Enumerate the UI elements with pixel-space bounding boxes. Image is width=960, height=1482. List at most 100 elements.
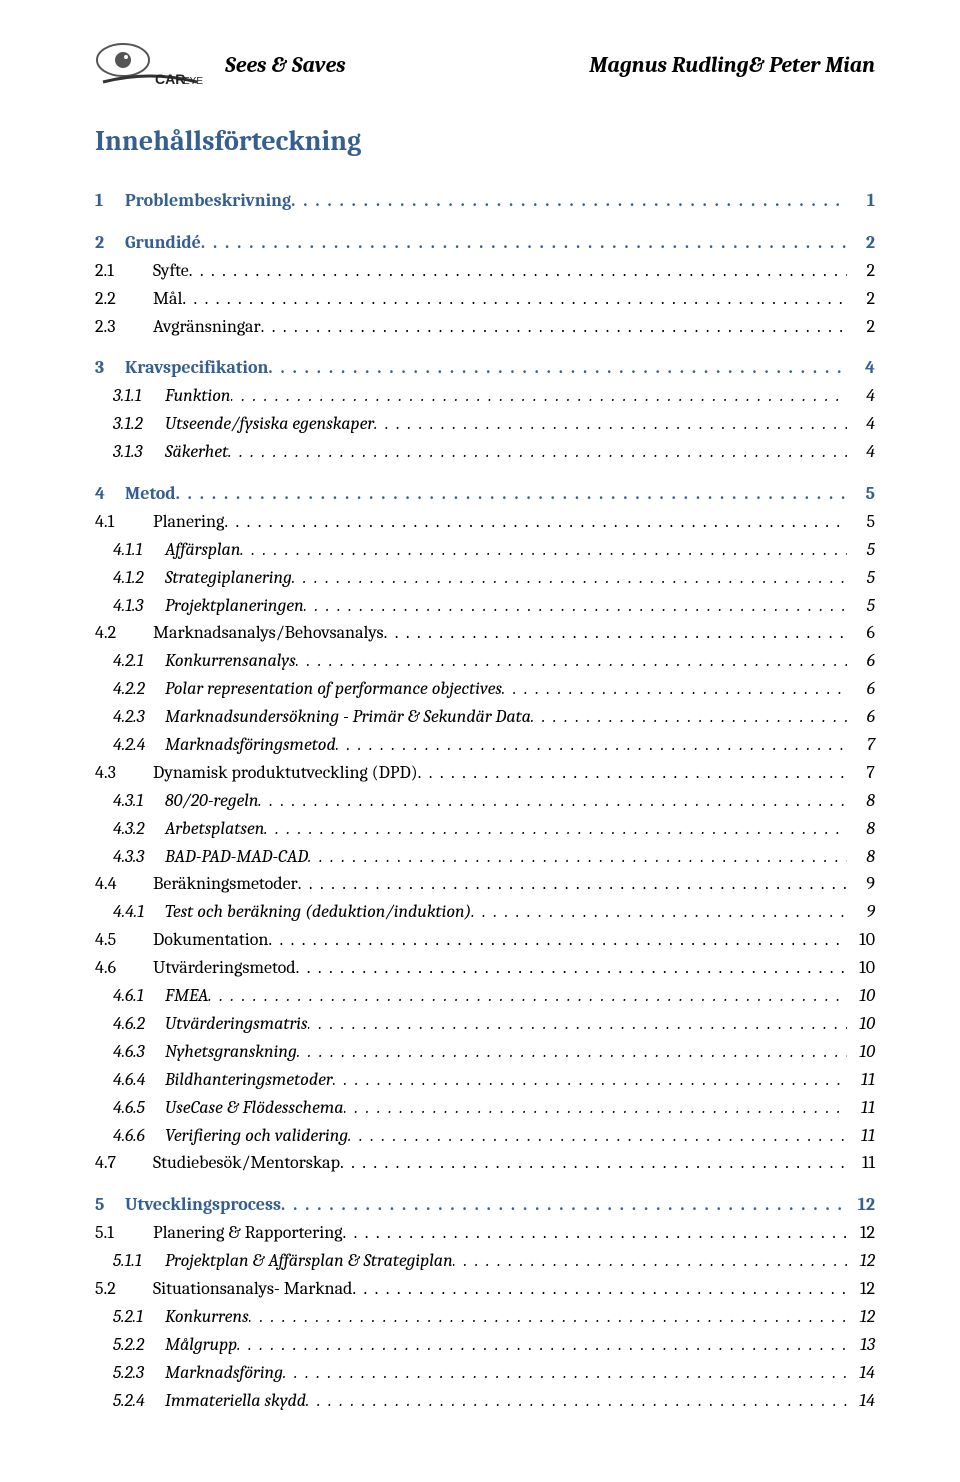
toc-entry[interactable]: 4.6.6Verifiering och validering11	[95, 1122, 875, 1150]
toc-entry-page: 12	[847, 1275, 875, 1303]
toc-entry-title: Studiebesök/Mentorskap	[153, 1149, 340, 1177]
toc-entry-title: Dokumentation	[153, 926, 268, 954]
toc-entry[interactable]: 2.2Mål2	[95, 285, 875, 313]
toc-entry[interactable]: 4.6Utvärderingsmetod10	[95, 954, 875, 982]
toc-entry[interactable]: 4.2.3Marknadsundersökning - Primär & Sek…	[95, 703, 875, 731]
toc-entry[interactable]: 5.2.4Immateriella skydd14	[95, 1387, 875, 1415]
toc-entry[interactable]: 3.1.1Funktion4	[95, 382, 875, 410]
toc-entry-number: 2	[95, 229, 125, 257]
toc-leader	[268, 354, 847, 382]
toc-entry[interactable]: 5.1Planering & Rapportering12	[95, 1219, 875, 1247]
toc-entry-number: 4.6.6	[95, 1122, 165, 1150]
toc-entry[interactable]: 4.2.2Polar representation of performance…	[95, 675, 875, 703]
toc-entry[interactable]: 1Problembeskrivning1	[95, 187, 875, 215]
toc-entry-page: 10	[847, 926, 875, 954]
toc-entry-title: Test och beräkning (deduktion/induktion)	[165, 898, 471, 926]
toc-entry-page: 4	[847, 354, 875, 382]
toc-entry[interactable]: 4.3.2Arbetsplatsen8	[95, 815, 875, 843]
toc-entry[interactable]: 4.4Beräkningsmetoder9	[95, 870, 875, 898]
toc-entry[interactable]: 4.6.2Utvärderingsmatris10	[95, 1010, 875, 1038]
toc-entry[interactable]: 3Kravspecifikation4	[95, 354, 875, 382]
toc-entry-title: Utvärderingsmetod	[153, 954, 296, 982]
toc-entry[interactable]: 4.3.3BAD-PAD-MAD-CAD8	[95, 843, 875, 871]
toc-entry[interactable]: 2.1Syfte2	[95, 257, 875, 285]
toc-entry[interactable]: 4.3.180/20-regeln8	[95, 787, 875, 815]
toc-entry[interactable]: 4.6.5UseCase & Flödesschema11	[95, 1094, 875, 1122]
toc-entry[interactable]: 4.3Dynamisk produktutveckling (DPD)7	[95, 759, 875, 787]
toc-leader	[268, 926, 847, 954]
toc-entry[interactable]: 4.2.4Marknadsföringsmetod7	[95, 731, 875, 759]
toc-entry[interactable]: 4.1.3Projektplaneringen5	[95, 592, 875, 620]
toc-entry-page: 14	[847, 1387, 875, 1415]
toc-entry[interactable]: 4.6.3Nyhetsgranskning10	[95, 1038, 875, 1066]
toc-entry[interactable]: 4.7Studiebesök/Mentorskap11	[95, 1149, 875, 1177]
toc-entry-number: 4.1.2	[95, 564, 165, 592]
toc-entry[interactable]: 4.1Planering5	[95, 508, 875, 536]
toc-entry-page: 5	[847, 480, 875, 508]
toc-leader	[281, 1191, 847, 1219]
toc-entry-number: 4.4	[95, 870, 153, 898]
toc-entry-title: Marknadsanalys/Behovsanalys	[153, 619, 384, 647]
toc-entry-title: Marknadsföringsmetod	[165, 731, 336, 759]
toc-entry-page: 8	[847, 815, 875, 843]
toc-entry[interactable]: 5Utvecklingsprocess12	[95, 1191, 875, 1219]
toc-entry[interactable]: 3.1.2Utseende/fysiska egenskaper4	[95, 410, 875, 438]
toc-leader	[228, 438, 847, 466]
toc-entry-number: 4.6.4	[95, 1066, 165, 1094]
toc-leader	[176, 480, 847, 508]
toc-entry[interactable]: 4.6.1FMEA10	[95, 982, 875, 1010]
toc-entry[interactable]: 3.1.3Säkerhet4	[95, 438, 875, 466]
toc-entry-title: Syfte	[153, 257, 189, 285]
toc-leader	[471, 898, 847, 926]
toc-entry-number: 4.2.2	[95, 675, 165, 703]
toc-entry-page: 2	[847, 257, 875, 285]
toc-leader	[531, 703, 847, 731]
toc-leader	[237, 1331, 847, 1359]
toc-entry-title: UseCase & Flödesschema	[165, 1094, 344, 1122]
table-of-contents: 1Problembeskrivning12Grundidé22.1Syfte22…	[95, 187, 875, 1414]
toc-entry-title: Arbetsplatsen	[165, 815, 264, 843]
toc-entry-number: 4.2	[95, 619, 153, 647]
toc-entry[interactable]: 4.4.1Test och beräkning (deduktion/induk…	[95, 898, 875, 926]
toc-entry-title: Situationsanalys- Marknad	[153, 1275, 352, 1303]
toc-entry-number: 3.1.1	[95, 382, 165, 410]
toc-leader	[258, 787, 847, 815]
toc-entry[interactable]: 4.5Dokumentation10	[95, 926, 875, 954]
toc-entry[interactable]: 4.2.1Konkurrensanalys6	[95, 647, 875, 675]
toc-entry[interactable]: 4.1.2Strategiplanering5	[95, 564, 875, 592]
toc-entry-number: 4	[95, 480, 125, 508]
toc-entry[interactable]: 5.2Situationsanalys- Marknad12	[95, 1275, 875, 1303]
toc-entry-page: 6	[847, 703, 875, 731]
toc-entry-title: FMEA	[165, 982, 208, 1010]
toc-entry[interactable]: 4.6.4Bildhanteringsmetoder11	[95, 1066, 875, 1094]
toc-entry-page: 9	[847, 870, 875, 898]
toc-entry-page: 4	[847, 438, 875, 466]
toc-entry-page: 5	[847, 536, 875, 564]
toc-entry[interactable]: 5.2.2Målgrupp13	[95, 1331, 875, 1359]
toc-leader	[418, 759, 847, 787]
toc-entry[interactable]: 5.2.3Marknadsföring14	[95, 1359, 875, 1387]
toc-entry-number: 4.6	[95, 954, 153, 982]
toc-entry-number: 4.3	[95, 759, 153, 787]
toc-leader	[344, 1094, 847, 1122]
toc-leader	[340, 1149, 847, 1177]
toc-entry[interactable]: 2Grundidé2	[95, 229, 875, 257]
toc-leader	[298, 870, 847, 898]
toc-entry-title: Problembeskrivning	[125, 187, 291, 215]
toc-entry-title: BAD-PAD-MAD-CAD	[165, 843, 308, 871]
toc-entry[interactable]: 5.2.1Konkurrens12	[95, 1303, 875, 1331]
toc-entry[interactable]: 4Metod5	[95, 480, 875, 508]
toc-leader	[374, 410, 847, 438]
toc-entry[interactable]: 4.2Marknadsanalys/Behovsanalys6	[95, 619, 875, 647]
toc-entry-number: 5.1	[95, 1219, 153, 1247]
toc-entry-number: 4.6.2	[95, 1010, 165, 1038]
toc-entry-page: 13	[847, 1331, 875, 1359]
toc-entry[interactable]: 2.3Avgränsningar2	[95, 313, 875, 341]
toc-entry-title: Planering	[153, 508, 224, 536]
toc-entry-number: 5.2.4	[95, 1387, 165, 1415]
toc-entry[interactable]: 5.1.1Projektplan & Affärsplan & Strategi…	[95, 1247, 875, 1275]
toc-entry[interactable]: 4.1.1Affärsplan5	[95, 536, 875, 564]
toc-entry-page: 10	[847, 1038, 875, 1066]
toc-entry-page: 11	[847, 1149, 875, 1177]
logo: CAR EYE	[95, 40, 205, 90]
